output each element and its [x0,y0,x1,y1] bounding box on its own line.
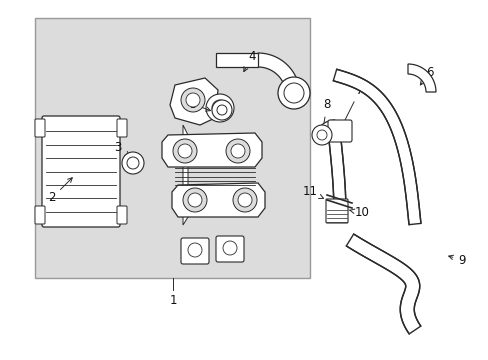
Text: 8: 8 [321,99,330,131]
Polygon shape [216,53,258,67]
Polygon shape [328,139,346,215]
Polygon shape [314,120,334,140]
FancyBboxPatch shape [35,119,45,137]
Circle shape [217,105,226,115]
Circle shape [183,188,206,212]
FancyBboxPatch shape [181,238,208,264]
Circle shape [173,139,197,163]
Circle shape [187,193,202,207]
Circle shape [316,130,326,140]
Circle shape [122,152,143,174]
Text: 1: 1 [169,293,176,306]
Polygon shape [183,125,187,225]
Circle shape [212,100,231,120]
FancyBboxPatch shape [216,236,244,262]
FancyBboxPatch shape [327,120,351,142]
Text: 5: 5 [189,98,210,111]
Polygon shape [346,234,420,334]
Circle shape [178,144,192,158]
Polygon shape [333,69,420,225]
Circle shape [311,125,331,145]
Circle shape [205,94,234,122]
Circle shape [187,243,202,257]
Polygon shape [172,183,264,217]
FancyBboxPatch shape [35,206,45,224]
Circle shape [225,139,249,163]
Circle shape [212,100,227,116]
Circle shape [230,144,244,158]
Circle shape [223,241,237,255]
Polygon shape [170,78,218,125]
Text: 7: 7 [341,84,363,127]
FancyBboxPatch shape [325,199,347,223]
Circle shape [284,83,304,103]
Polygon shape [162,133,262,167]
Circle shape [232,188,257,212]
Circle shape [185,93,200,107]
Text: 10: 10 [348,207,368,220]
Text: 2: 2 [48,178,72,204]
Text: 9: 9 [448,253,465,266]
Circle shape [278,77,309,109]
FancyBboxPatch shape [117,206,127,224]
Bar [35,18,309,278]
Text: 4: 4 [244,49,255,72]
Circle shape [181,88,204,112]
Circle shape [127,157,139,169]
Polygon shape [258,53,299,95]
FancyBboxPatch shape [42,116,120,227]
Text: 6: 6 [420,66,433,85]
Text: 3: 3 [114,141,129,156]
Circle shape [238,193,251,207]
FancyBboxPatch shape [117,119,127,137]
Text: 11: 11 [302,185,323,198]
Polygon shape [407,64,435,92]
